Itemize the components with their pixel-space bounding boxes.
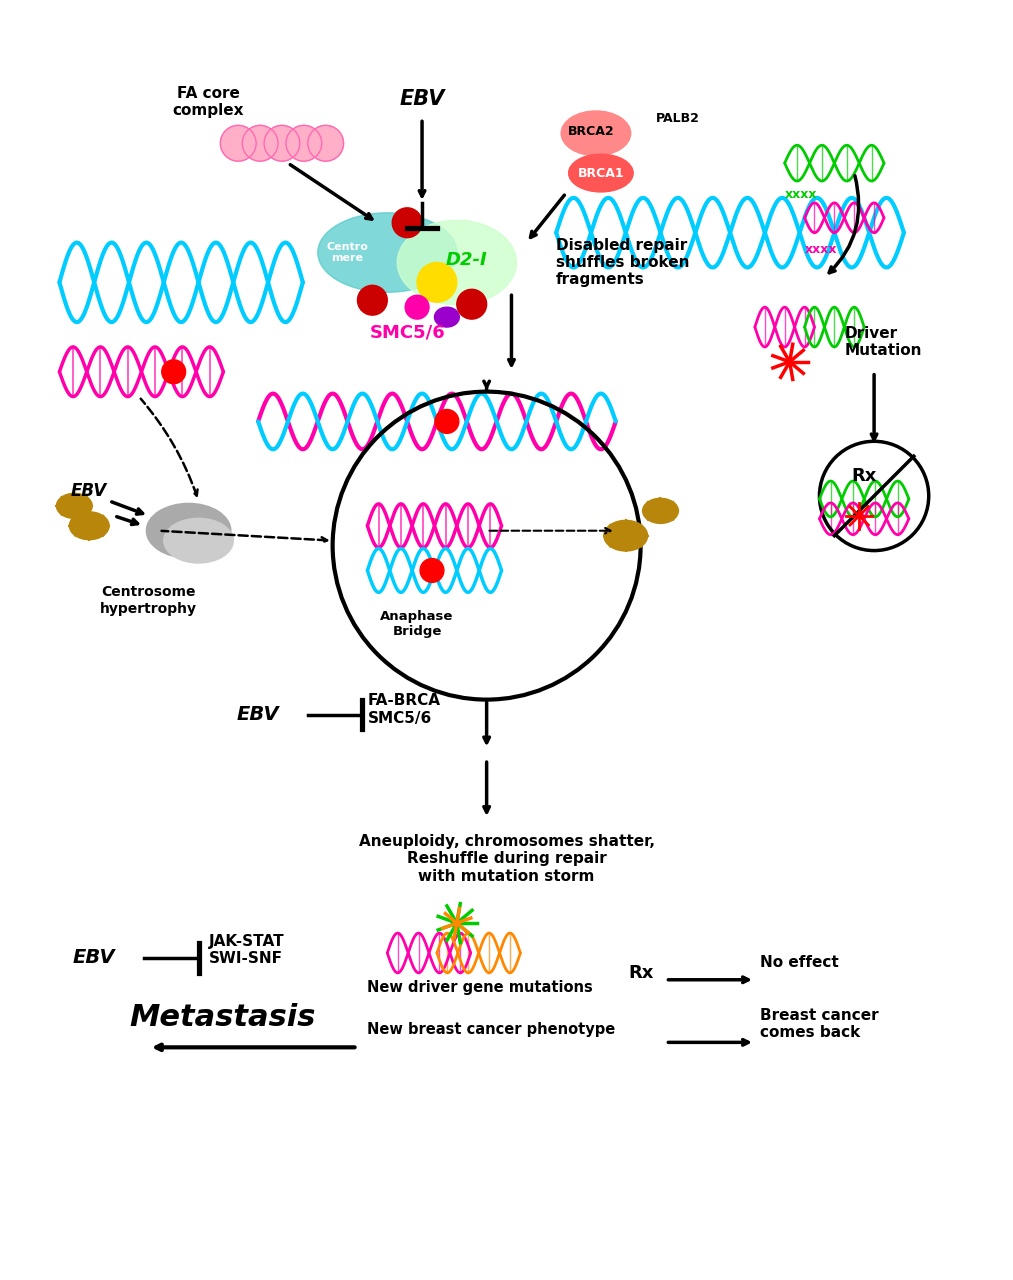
Text: BRCA1: BRCA1 [577,166,624,179]
Text: EBV: EBV [73,948,115,968]
Circle shape [264,125,300,161]
Circle shape [457,289,486,319]
Text: EBV: EBV [237,705,280,724]
Text: Rx: Rx [628,964,653,982]
Circle shape [286,125,322,161]
Text: Driver
Mutation: Driver Mutation [844,325,922,358]
Text: BRCA2: BRCA2 [567,125,614,138]
Ellipse shape [318,212,457,292]
Text: SMC5/6: SMC5/6 [370,323,445,340]
Text: No effect: No effect [760,955,839,970]
Text: xxxx: xxxx [804,242,837,256]
Ellipse shape [642,498,679,524]
Text: Aneuploidy, chromosomes shatter,
Reshuffle during repair
with mutation storm: Aneuploidy, chromosomes shatter, Reshuff… [359,833,654,883]
Circle shape [221,125,256,161]
Ellipse shape [397,220,517,305]
Text: Anaphase
Bridge: Anaphase Bridge [381,611,454,639]
Text: FA-BRCA
SMC5/6: FA-BRCA SMC5/6 [368,694,441,726]
Text: Centrosome
hypertrophy: Centrosome hypertrophy [100,585,198,616]
Text: EBV: EBV [399,88,445,109]
Circle shape [358,285,387,315]
Text: JAK-STAT
SWI-SNF: JAK-STAT SWI-SNF [209,934,284,966]
Text: New driver gene mutations: New driver gene mutations [368,979,594,995]
Circle shape [435,410,459,434]
Circle shape [242,125,278,161]
Ellipse shape [146,503,231,558]
Circle shape [417,262,457,302]
Text: xxxx: xxxx [785,188,817,201]
Ellipse shape [435,307,459,328]
Ellipse shape [69,512,109,540]
Text: EBV: EBV [71,483,107,500]
Ellipse shape [164,518,233,563]
Text: D2-I: D2-I [446,251,487,270]
Text: Rx: Rx [852,467,877,485]
Circle shape [392,207,422,238]
Circle shape [308,125,343,161]
Circle shape [420,558,444,582]
Text: Disabled repair
shuffles broken
fragments: Disabled repair shuffles broken fragment… [556,238,690,288]
Circle shape [405,296,430,319]
Ellipse shape [568,154,633,192]
Ellipse shape [561,111,631,156]
Text: Metastasis: Metastasis [129,1004,315,1032]
Text: Centro
mere: Centro mere [326,242,369,264]
Ellipse shape [604,521,647,550]
Text: New breast cancer phenotype: New breast cancer phenotype [368,1023,616,1038]
Text: PALB2: PALB2 [655,111,699,125]
Text: FA core
complex: FA core complex [172,86,244,119]
Ellipse shape [57,493,92,518]
Circle shape [162,360,185,384]
Text: Breast cancer
comes back: Breast cancer comes back [760,1007,878,1039]
